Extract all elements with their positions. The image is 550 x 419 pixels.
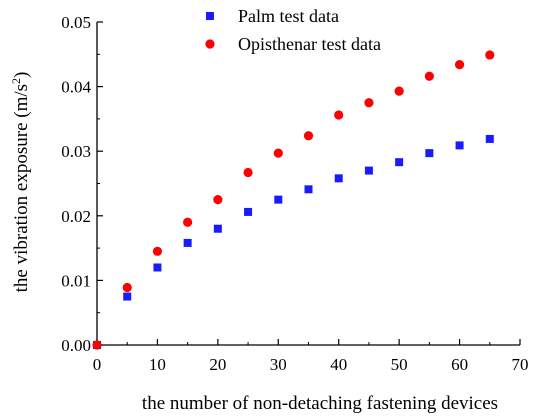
y-tick-label: 0.04 bbox=[61, 78, 91, 97]
opisthenar-data-point bbox=[243, 167, 253, 178]
legend-label-palm: Palm test data bbox=[238, 6, 339, 26]
opisthenar-data-point bbox=[273, 148, 283, 158]
x-tick-label: 60 bbox=[451, 355, 468, 374]
palm-data-point bbox=[364, 166, 373, 175]
opisthenar-data-point bbox=[183, 217, 193, 227]
opisthenar-data-point bbox=[152, 246, 163, 256]
plot-axes bbox=[96, 22, 520, 346]
palm-data-point bbox=[244, 207, 253, 216]
legend-marker-palm bbox=[206, 12, 214, 20]
legend: Palm test data Opisthenar test data bbox=[205, 6, 381, 54]
x-tick-label: 40 bbox=[330, 355, 347, 374]
y-tick-label: 0.01 bbox=[61, 271, 91, 290]
x-tick-label: 50 bbox=[391, 355, 408, 374]
x-tick-label: 30 bbox=[270, 355, 287, 374]
palm-data-point bbox=[485, 134, 494, 143]
opisthenar-data-point bbox=[213, 195, 223, 205]
x-axis-title: the number of non-detaching fastening de… bbox=[142, 393, 498, 414]
opisthenar-data-point bbox=[364, 98, 374, 108]
palm-data-point bbox=[455, 141, 464, 150]
y-tick-label: 0.02 bbox=[61, 207, 91, 226]
opisthenar-data-point bbox=[394, 86, 404, 96]
opisthenar-data-point bbox=[334, 110, 344, 120]
palm-data-point bbox=[274, 195, 283, 204]
palm-data-point bbox=[123, 292, 132, 301]
legend-label-opisthenar: Opisthenar test data bbox=[238, 34, 381, 54]
y-axis-title-main: the vibration exposure (m/s bbox=[11, 84, 32, 292]
opisthenar-data-point bbox=[424, 71, 434, 81]
x-tick-label: 70 bbox=[512, 355, 529, 374]
y-axis-title-superscript: 2 bbox=[9, 78, 23, 84]
palm-data-point bbox=[334, 174, 343, 183]
y-tick-label: 0.05 bbox=[61, 13, 91, 32]
opisthenar-data-point bbox=[485, 50, 495, 60]
palm-data-point bbox=[425, 149, 434, 158]
palm-data-point bbox=[153, 263, 162, 272]
y-axis-title-close: ) bbox=[11, 72, 32, 78]
palm-data-point bbox=[395, 158, 404, 167]
x-tick-label: 10 bbox=[149, 355, 166, 374]
opisthenar-data-point bbox=[92, 340, 102, 350]
palm-data-point bbox=[213, 224, 222, 233]
palm-data-point bbox=[304, 185, 313, 194]
x-tick-label: 20 bbox=[209, 355, 226, 374]
x-tick-label: 0 bbox=[93, 355, 102, 374]
legend-marker-opisthenar bbox=[205, 39, 215, 49]
y-tick-label: 0.03 bbox=[61, 142, 91, 161]
opisthenar-data-point bbox=[303, 131, 314, 141]
axis-ticks: 0 10 20 30 40 50 60 70 0.00 0.01 0.02 0.03 0.04 0.05 bbox=[61, 13, 528, 374]
palm-data-point bbox=[183, 238, 192, 247]
y-tick-label: 0.00 bbox=[61, 336, 91, 355]
y-axis-title: the vibration exposure (m/s2) bbox=[9, 72, 32, 293]
opisthenar-data-point bbox=[454, 60, 465, 70]
opisthenar-data-point bbox=[122, 282, 132, 293]
data-points bbox=[92, 50, 495, 350]
